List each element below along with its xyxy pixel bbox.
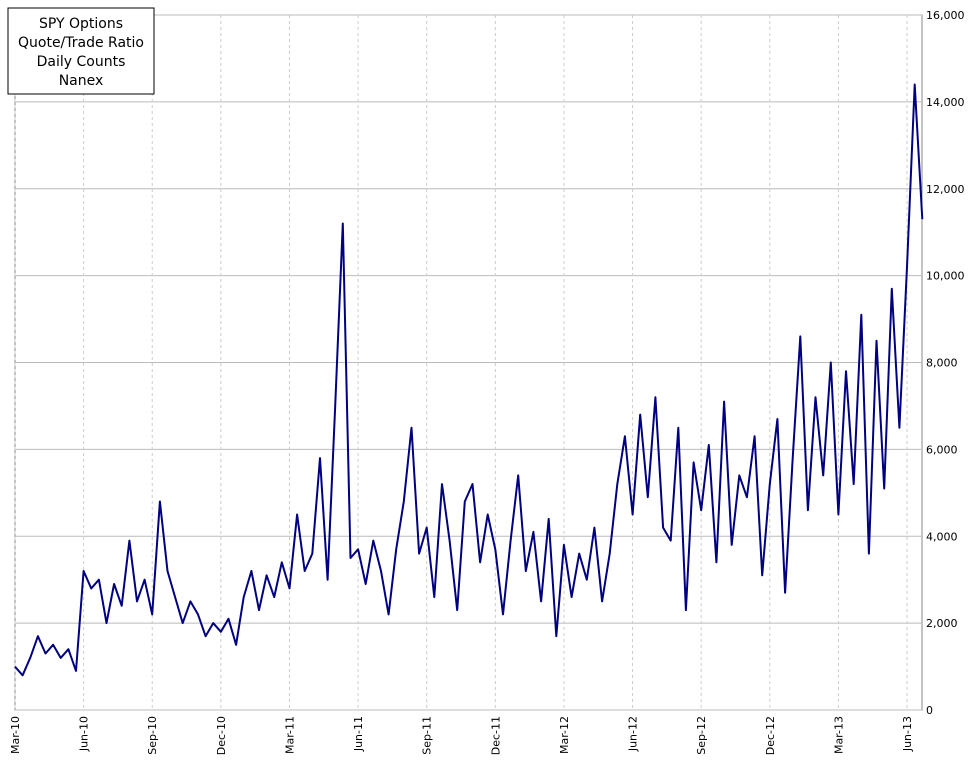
x-tick-label: Dec-11 xyxy=(489,716,502,755)
x-tick-label: Mar-11 xyxy=(283,716,296,754)
chart-title: Quote/Trade Ratio xyxy=(18,35,144,51)
y-tick-label: 8,000 xyxy=(926,357,958,370)
data-line xyxy=(14,83,924,677)
x-tick-label: Jun-13 xyxy=(901,716,914,752)
y-tick-label: 6,000 xyxy=(926,443,958,456)
y-tick-label: 14,000 xyxy=(926,96,965,109)
y-tick-label: 10,000 xyxy=(926,270,965,283)
x-tick-label: Jun-12 xyxy=(627,716,640,752)
x-tick-label: Jun-11 xyxy=(352,716,365,752)
y-tick-label: 2,000 xyxy=(926,617,958,630)
x-tick-label: Jun-10 xyxy=(78,716,91,752)
x-tick-label: Sep-10 xyxy=(146,716,159,755)
x-tick-label: Mar-10 xyxy=(9,716,22,754)
x-tick-label: Sep-12 xyxy=(695,716,708,755)
title-box: SPY Options Quote/Trade Ratio Daily Counts… xyxy=(7,7,155,95)
x-tick-label: Sep-11 xyxy=(421,716,434,755)
y-tick-label: 4,000 xyxy=(926,530,958,543)
y-tick-label: 0 xyxy=(926,704,933,717)
x-tick-label: Mar-12 xyxy=(558,716,571,754)
x-tick-label: Dec-12 xyxy=(764,716,777,755)
chart-title: Daily Counts xyxy=(37,54,126,70)
y-tick-label: 16,000 xyxy=(926,9,965,22)
chart-title: SPY Options xyxy=(39,16,123,32)
y-tick-label: 12,000 xyxy=(926,183,965,196)
x-tick-label: Mar-13 xyxy=(832,716,845,754)
chart-title: Nanex xyxy=(59,73,104,89)
x-tick-label: Dec-10 xyxy=(215,716,228,755)
title-frame xyxy=(7,7,155,95)
